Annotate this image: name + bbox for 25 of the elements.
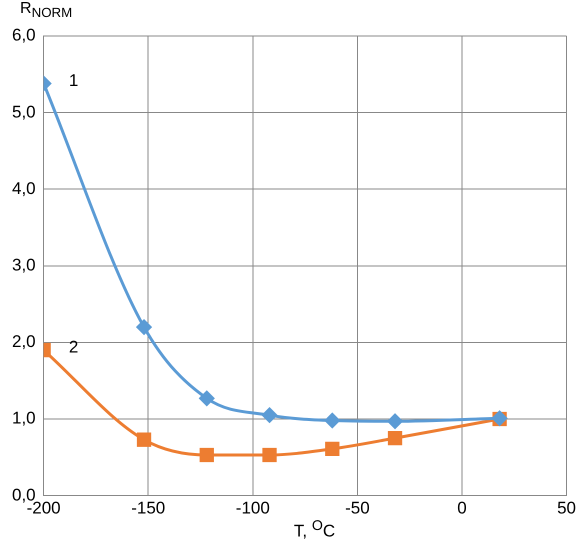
point: [325, 442, 340, 456]
x-tick-label: 0: [457, 498, 467, 518]
point: [136, 432, 152, 447]
x-tick-label: -100: [236, 498, 270, 518]
point: [388, 430, 402, 446]
x-tick-label: -150: [131, 498, 166, 518]
point: [200, 448, 214, 462]
series-label: 1: [68, 71, 78, 90]
point: [136, 320, 152, 335]
y-tick-label: 2,0: [12, 332, 36, 352]
y-tick-label: 5,0: [12, 102, 36, 122]
x-axis-title: T, $^{O}$C: [292, 518, 336, 542]
series-label: 2: [68, 338, 78, 357]
point: [199, 390, 214, 406]
y-tick-label: 4,0: [12, 178, 36, 198]
y-axis-title: R$_{NORM}$: [20, 0, 72, 20]
point: [324, 413, 340, 428]
y-tick-label: 1,0: [12, 408, 36, 428]
x-tick-label: 50: [557, 498, 576, 518]
y-tick-label: 6,0: [12, 26, 36, 45]
y-tick-label: 3,0: [12, 255, 36, 274]
point: [388, 414, 403, 429]
point: [262, 448, 277, 462]
x-tick-label: -50: [345, 498, 370, 518]
point: [262, 408, 278, 423]
